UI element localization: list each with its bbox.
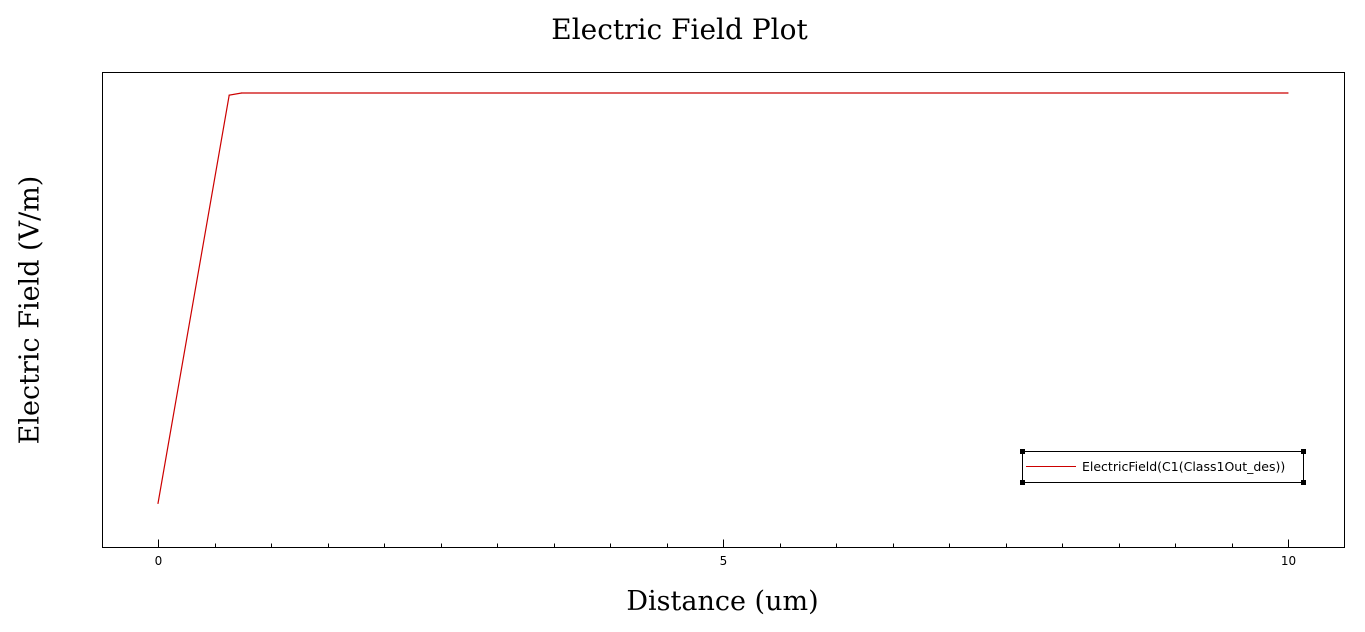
legend[interactable]: ElectricField(C1(Class1Out_des))	[1020, 449, 1306, 485]
series-point	[1287, 92, 1289, 94]
series-point	[228, 94, 230, 96]
x-axis-title: Distance (um)	[626, 586, 819, 617]
x-tick-label: 5	[720, 554, 728, 568]
series-line	[157, 92, 1288, 504]
chart-title: Electric Field Plot	[551, 13, 808, 46]
x-major-ticks	[158, 539, 1289, 548]
series-layer	[157, 92, 1289, 504]
legend-handle-top-right[interactable]	[1301, 449, 1306, 454]
x-minor-ticks	[215, 543, 1233, 548]
series-point	[157, 502, 159, 504]
legend-label: ElectricField(C1(Class1Out_des))	[1082, 459, 1285, 474]
legend-handle-bottom-left[interactable]	[1020, 480, 1025, 485]
x-tick-label: 0	[155, 554, 163, 568]
legend-handle-bottom-right[interactable]	[1301, 480, 1306, 485]
x-tick-labels: 0 5 10	[155, 554, 1296, 568]
series-point	[241, 92, 243, 94]
x-tick-label: 10	[1281, 554, 1296, 568]
legend-handle-top-left[interactable]	[1020, 449, 1025, 454]
